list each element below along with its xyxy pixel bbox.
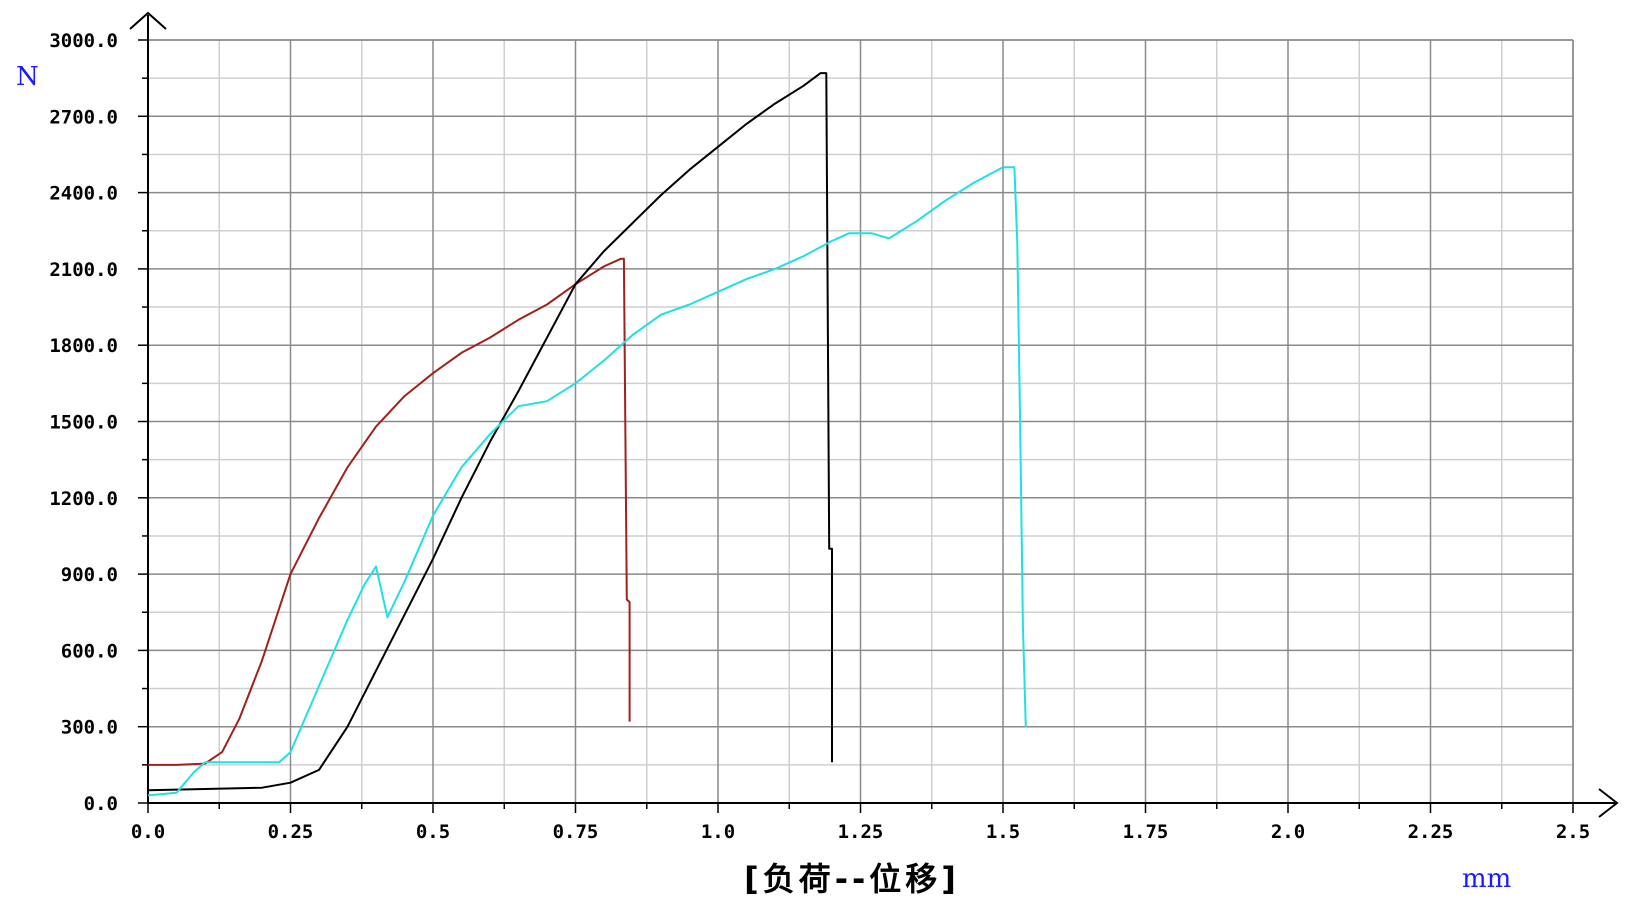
x-tick-label: 2.0 bbox=[1271, 821, 1305, 843]
axes bbox=[129, 11, 1619, 818]
series-line-1 bbox=[148, 257, 631, 766]
x-tick-label: 0.75 bbox=[553, 821, 599, 843]
y-tick-label: 0.0 bbox=[84, 793, 118, 815]
y-axis-arrow bbox=[129, 11, 167, 30]
y-tick-label: 1500.0 bbox=[49, 412, 118, 434]
x-tick-label: 1.75 bbox=[1123, 821, 1169, 843]
y-tick-label: 2700.0 bbox=[49, 106, 118, 128]
x-tick-label: 1.25 bbox=[838, 821, 884, 843]
x-tick-label: 1.5 bbox=[986, 821, 1020, 843]
x-tick-label: 0.25 bbox=[268, 821, 314, 843]
x-tick-labels: 0.0 0.25 0.5 0.75 1.0 1.25 1.5 1.75 2.0 2.25 2.5 bbox=[131, 821, 1590, 843]
x-unit-label: mm bbox=[1462, 864, 1511, 894]
x-axis-arrow bbox=[1598, 788, 1619, 818]
x-tick-label: 2.5 bbox=[1556, 821, 1590, 843]
x-tick-label: 0.0 bbox=[131, 821, 165, 843]
x-tick-label: 1.0 bbox=[701, 821, 735, 843]
y-tick-label: 2400.0 bbox=[49, 183, 118, 205]
y-tick-label: 3000.0 bbox=[49, 30, 118, 52]
series-line-3 bbox=[147, 166, 1027, 797]
x-tick-label: 2.25 bbox=[1408, 821, 1454, 843]
y-tick-label: 600.0 bbox=[61, 640, 118, 662]
y-tick-label: 2100.0 bbox=[49, 259, 118, 281]
y-tick-label: 1200.0 bbox=[49, 488, 118, 510]
chart-title: [负荷--位移] bbox=[744, 860, 960, 898]
y-tick-label: 300.0 bbox=[61, 717, 118, 739]
y-tick-label: 1800.0 bbox=[49, 335, 118, 357]
major-gridlines bbox=[148, 39, 1574, 803]
y-unit-label: N bbox=[16, 62, 39, 92]
x-tick-label: 0.5 bbox=[416, 821, 450, 843]
series-line-2 bbox=[147, 72, 833, 792]
y-tick-label: 900.0 bbox=[61, 564, 118, 586]
y-tick-labels: 0.0 300.0 600.0 900.0 1200.0 1500.0 1800.0 2100… bbox=[49, 30, 118, 815]
series-layer bbox=[147, 72, 1027, 797]
